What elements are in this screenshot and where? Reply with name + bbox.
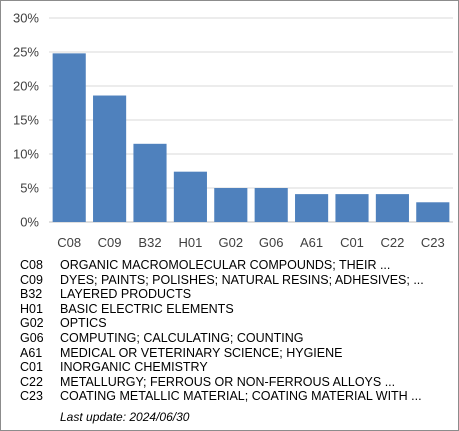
- legend-description: LAYERED PRODUCTS: [60, 287, 192, 302]
- bar-chart: 0% 5% 10% 15% 20% 25% 30% C08 C09 B32 H01 G02 G06 A6…: [13, 11, 453, 250]
- legend-row: G02 OPTICS: [20, 316, 450, 331]
- legend-description: ORGANIC MACROMOLECULAR COMPOUNDS; THEIR …: [60, 258, 391, 272]
- bar-c23: [416, 202, 450, 222]
- x-tick-label: C08: [57, 235, 81, 250]
- legend-code: B32: [20, 287, 43, 302]
- legend-description: BASIC ELECTRIC ELEMENTS: [60, 301, 234, 316]
- legend-description: INORGANIC CHEMISTRY: [60, 360, 208, 375]
- bar-g02: [214, 188, 248, 222]
- x-tick-label: A61: [300, 235, 323, 250]
- y-tick-label: 15%: [13, 113, 39, 128]
- legend-code: C22: [20, 374, 43, 389]
- legend-row: C22 METALLURGY; FERROUS OR NON-FERROUS AL…: [20, 375, 450, 390]
- x-tick-label: C22: [380, 235, 404, 250]
- bar-a61: [295, 194, 329, 222]
- legend-row: C09 DYES; PAINTS; POLISHES; NATURAL RESIN…: [20, 273, 450, 288]
- legend-code: C09: [20, 272, 43, 287]
- y-tick-label: 5%: [20, 181, 39, 196]
- legend-description: METALLURGY; FERROUS OR NON-FERROUS ALLOY…: [60, 374, 396, 389]
- legend-row: G06 COMPUTING; CALCULATING; COUNTING: [20, 331, 450, 346]
- legend-row: C08 ORGANIC MACROMOLECULAR COMPOUNDS; THE…: [20, 258, 450, 273]
- legend-code: G02: [20, 316, 44, 331]
- legend-description: COMPUTING; CALCULATING; COUNTING: [60, 330, 304, 345]
- y-tick-label: 30%: [13, 11, 39, 26]
- bar-b32: [133, 143, 167, 222]
- bar-g06: [254, 188, 288, 222]
- legend-code: C08: [20, 258, 43, 272]
- x-tick-label: C23: [421, 235, 445, 250]
- legend-row: A61 MEDICAL OR VETERINARY SCIENCE; HYGIEN…: [20, 346, 450, 361]
- category-legend: C08 ORGANIC MACROMOLECULAR COMPOUNDS; THE…: [20, 258, 450, 404]
- y-tick-label: 0%: [20, 215, 39, 230]
- x-tick-label: G06: [259, 235, 284, 250]
- last-update-text: Last update: 2024/06/30: [60, 410, 190, 424]
- legend-code: H01: [20, 301, 43, 316]
- legend-code: C23: [20, 389, 43, 404]
- legend-row: C01 INORGANIC CHEMISTRY: [20, 360, 450, 375]
- y-axis-ticks: 0% 5% 10% 15% 20% 25% 30%: [13, 11, 39, 230]
- x-tick-label: B32: [138, 235, 161, 250]
- bar-c22: [375, 194, 409, 222]
- legend-code: A61: [20, 345, 43, 360]
- y-tick-label: 10%: [13, 147, 39, 162]
- bars: [52, 53, 450, 222]
- bar-c09: [93, 95, 127, 222]
- legend-description: MEDICAL OR VETERINARY SCIENCE; HYGIENE: [60, 345, 343, 360]
- x-tick-label: G02: [219, 235, 244, 250]
- legend-description: COATING METALLIC MATERIAL; COATING MATER…: [60, 389, 422, 404]
- y-tick-label: 20%: [13, 79, 39, 94]
- bar-c08: [52, 53, 86, 222]
- legend-code: G06: [20, 330, 44, 345]
- x-tick-label: C01: [340, 235, 364, 250]
- legend-row: C23 COATING METALLIC MATERIAL; COATING MA…: [20, 389, 450, 404]
- x-tick-label: H01: [178, 235, 202, 250]
- legend-row: H01 BASIC ELECTRIC ELEMENTS: [20, 302, 450, 317]
- legend-description: OPTICS: [60, 316, 107, 331]
- legend-row: B32 LAYERED PRODUCTS: [20, 287, 450, 302]
- y-tick-label: 25%: [13, 45, 39, 60]
- legend-description: DYES; PAINTS; POLISHES; NATURAL RESINS; …: [60, 272, 424, 287]
- x-axis-labels: C08 C09 B32 H01 G02 G06 A61 C01 C22 C23: [57, 235, 444, 250]
- bar-c01: [335, 194, 369, 222]
- bar-h01: [173, 171, 207, 222]
- x-tick-label: C09: [98, 235, 122, 250]
- legend-code: C01: [20, 360, 43, 375]
